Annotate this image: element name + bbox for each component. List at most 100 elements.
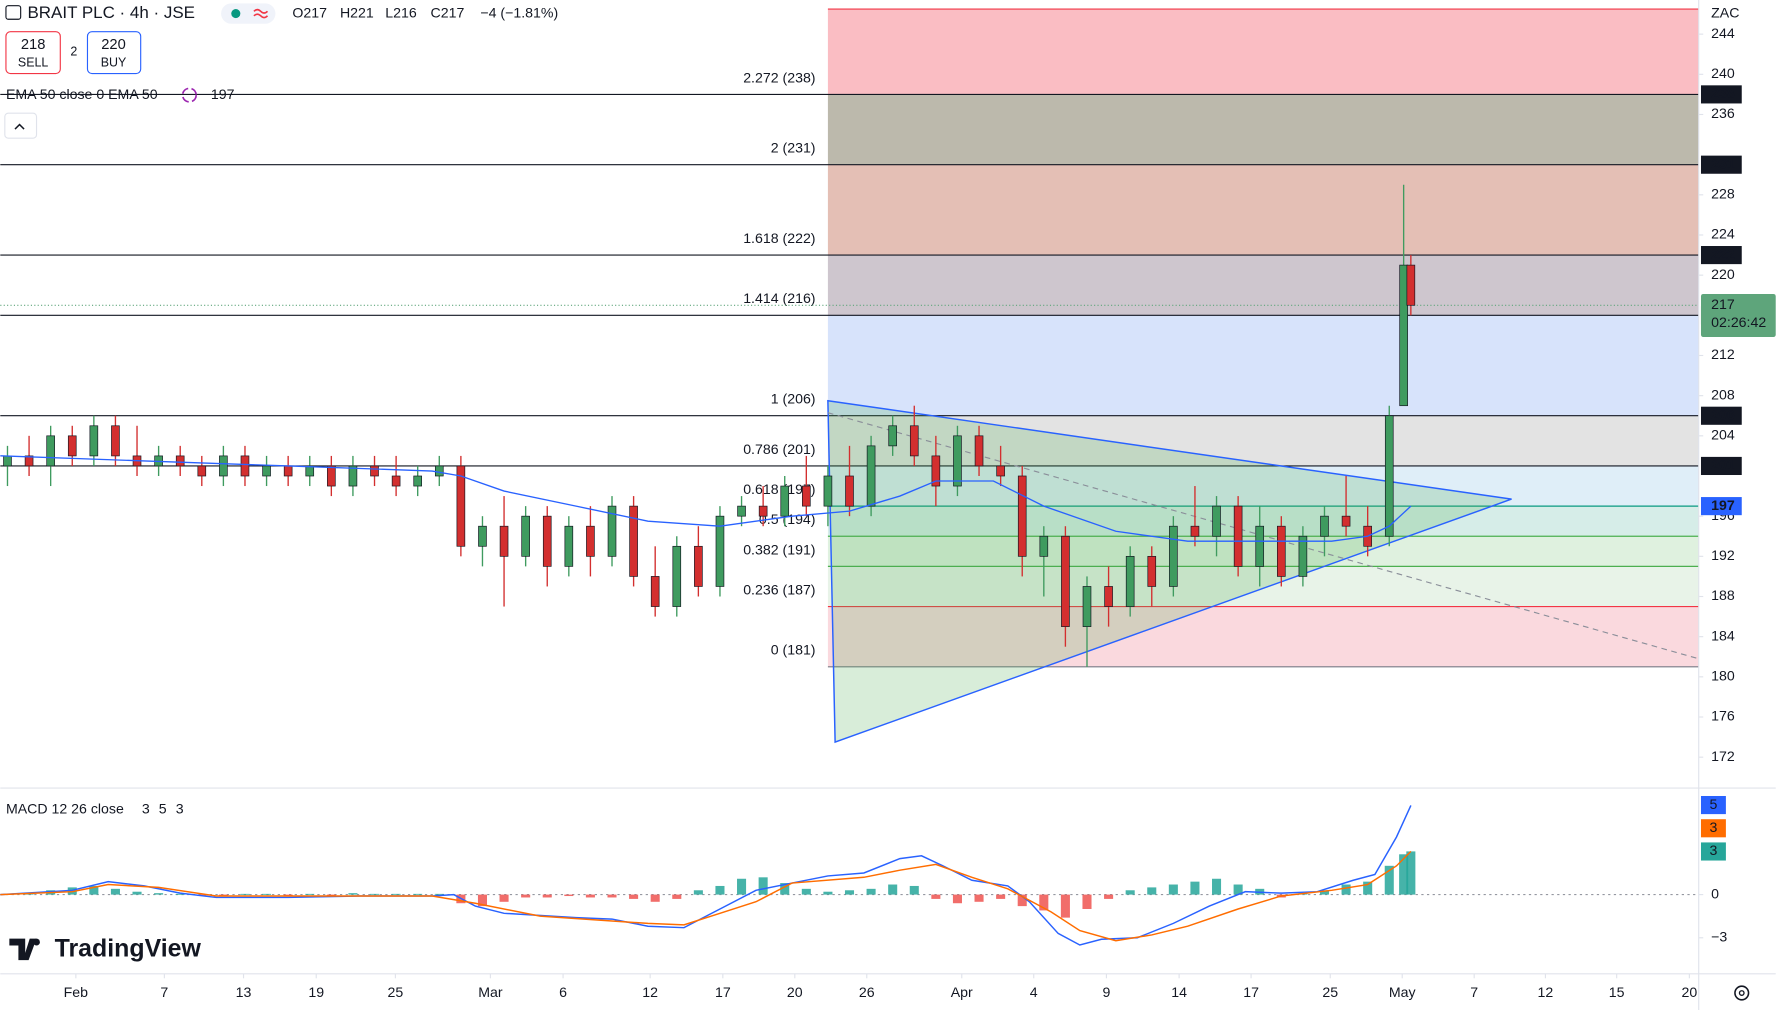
- symbol[interactable]: BRAIT PLC · 4h · JSE: [27, 3, 195, 22]
- histogram-bar: [1319, 890, 1330, 895]
- candle-body: [1039, 535, 1049, 557]
- fib-label: 2 (231): [771, 140, 816, 156]
- x-tick-label: 20: [787, 984, 803, 1000]
- macd-y-tick-label: −3: [1711, 929, 1727, 945]
- histogram-bar: [715, 885, 725, 895]
- brand-logo[interactable]: TradingView: [9, 935, 202, 963]
- candle-body: [953, 435, 962, 487]
- level-tag: [1700, 406, 1742, 425]
- candle-body: [672, 545, 682, 607]
- histogram-bar: [866, 888, 876, 895]
- fib-band: [827, 566, 1699, 607]
- candle-body: [1384, 415, 1394, 537]
- price-tag-value: 217: [1711, 296, 1735, 312]
- x-tick-label: May: [1389, 984, 1417, 1000]
- candle-body: [802, 485, 811, 507]
- gear-center[interactable]: [1738, 990, 1745, 996]
- macd-tag: [1700, 842, 1726, 861]
- chevron[interactable]: [14, 123, 25, 130]
- histogram-bar: [823, 891, 833, 895]
- sell-box[interactable]: [5, 31, 61, 75]
- sell-price[interactable]: 218: [21, 37, 46, 53]
- x-tick-label: 6: [559, 984, 567, 1000]
- sell-button[interactable]: 218 SELL: [5, 31, 61, 75]
- y-tick-label: 188: [1711, 587, 1735, 603]
- currency: ZAC: [1711, 4, 1739, 20]
- candle-body: [737, 505, 746, 517]
- candle-body: [1320, 515, 1329, 537]
- macd-legend[interactable]: MACD 12 26 close: [6, 800, 124, 816]
- fib-band: [827, 465, 1699, 507]
- fib-band: [827, 315, 1699, 416]
- histogram-bar: [413, 893, 423, 895]
- histogram-bar: [1341, 884, 1351, 895]
- candle-body: [434, 465, 444, 477]
- status-badge[interactable]: [221, 3, 276, 24]
- y-tick-label: 176: [1711, 708, 1735, 724]
- candle-body: [607, 505, 617, 557]
- histogram-bar: [1104, 894, 1114, 899]
- macd-tag-label: 3: [1709, 842, 1717, 858]
- fib-label: 0.618 (197): [743, 481, 815, 497]
- x-tick-label: 26: [859, 984, 875, 1000]
- ema-tag: [1700, 497, 1742, 516]
- sell-label[interactable]: SELL: [18, 56, 49, 70]
- fib-label: 0.382 (191): [743, 541, 815, 557]
- y-tick-label: 244: [1711, 25, 1735, 41]
- candle-body: [1082, 586, 1092, 627]
- x-tick-label: 15: [1609, 984, 1625, 1000]
- histogram-bar: [650, 894, 660, 902]
- histogram-bar: [1125, 890, 1135, 895]
- candle-body: [262, 465, 271, 477]
- settings-icon[interactable]: [1734, 985, 1750, 1001]
- macd-y-tick-label: 0: [1711, 885, 1719, 901]
- histogram-bar: [1363, 881, 1373, 895]
- candle-body: [542, 515, 552, 567]
- x-tick-label: 9: [1102, 984, 1110, 1000]
- x-tick-label: 12: [1538, 984, 1554, 1000]
- level-tag: [1700, 155, 1742, 174]
- level-tag-label: 201: [1711, 457, 1735, 473]
- candle-body: [283, 465, 293, 477]
- histogram-bar: [693, 890, 703, 895]
- histogram-bar: [477, 894, 487, 907]
- candle-body: [1341, 515, 1351, 527]
- candle-body: [996, 465, 1005, 477]
- logo-dot[interactable]: [33, 938, 40, 946]
- x-tick-label: 4: [1030, 984, 1038, 1000]
- candle-body: [845, 475, 854, 507]
- x-tick-label: 14: [1171, 984, 1187, 1000]
- brand-name[interactable]: TradingView: [55, 935, 202, 963]
- ema-legend[interactable]: EMA 50 close 0 EMA 50: [6, 86, 158, 102]
- histogram-bar: [1233, 884, 1243, 895]
- candle-body: [219, 455, 228, 477]
- y-tick-label: 240: [1711, 65, 1735, 81]
- candle-body: [909, 425, 919, 457]
- histogram-bar: [607, 894, 617, 898]
- candle-body: [327, 465, 336, 487]
- histogram-bar: [154, 893, 164, 895]
- logo-mark[interactable]: [9, 938, 37, 961]
- histogram-bar: [326, 894, 336, 896]
- candle-body: [715, 515, 725, 587]
- histogram-bar: [1399, 854, 1409, 895]
- macd-pane: [0, 805, 1699, 946]
- buy-box[interactable]: [86, 31, 142, 75]
- delay-icon: [253, 8, 269, 19]
- signal-line: [0, 850, 1412, 942]
- gear[interactable]: [1734, 985, 1750, 1001]
- buy-label[interactable]: BUY: [101, 56, 127, 70]
- x-tick-label: 17: [715, 984, 731, 1000]
- ohlc-high: H221: [340, 4, 374, 20]
- macd-legend-value: 5: [159, 800, 167, 816]
- buy-button[interactable]: 220 BUY: [86, 31, 142, 75]
- candle-body: [370, 465, 379, 477]
- macd-tag-label: 5: [1709, 796, 1717, 812]
- macd-tag: [1700, 819, 1726, 838]
- buy-price[interactable]: 220: [101, 37, 126, 53]
- histogram-bar: [369, 893, 380, 895]
- ohlc-open: O217: [292, 4, 327, 20]
- histogram-bar: [499, 894, 509, 902]
